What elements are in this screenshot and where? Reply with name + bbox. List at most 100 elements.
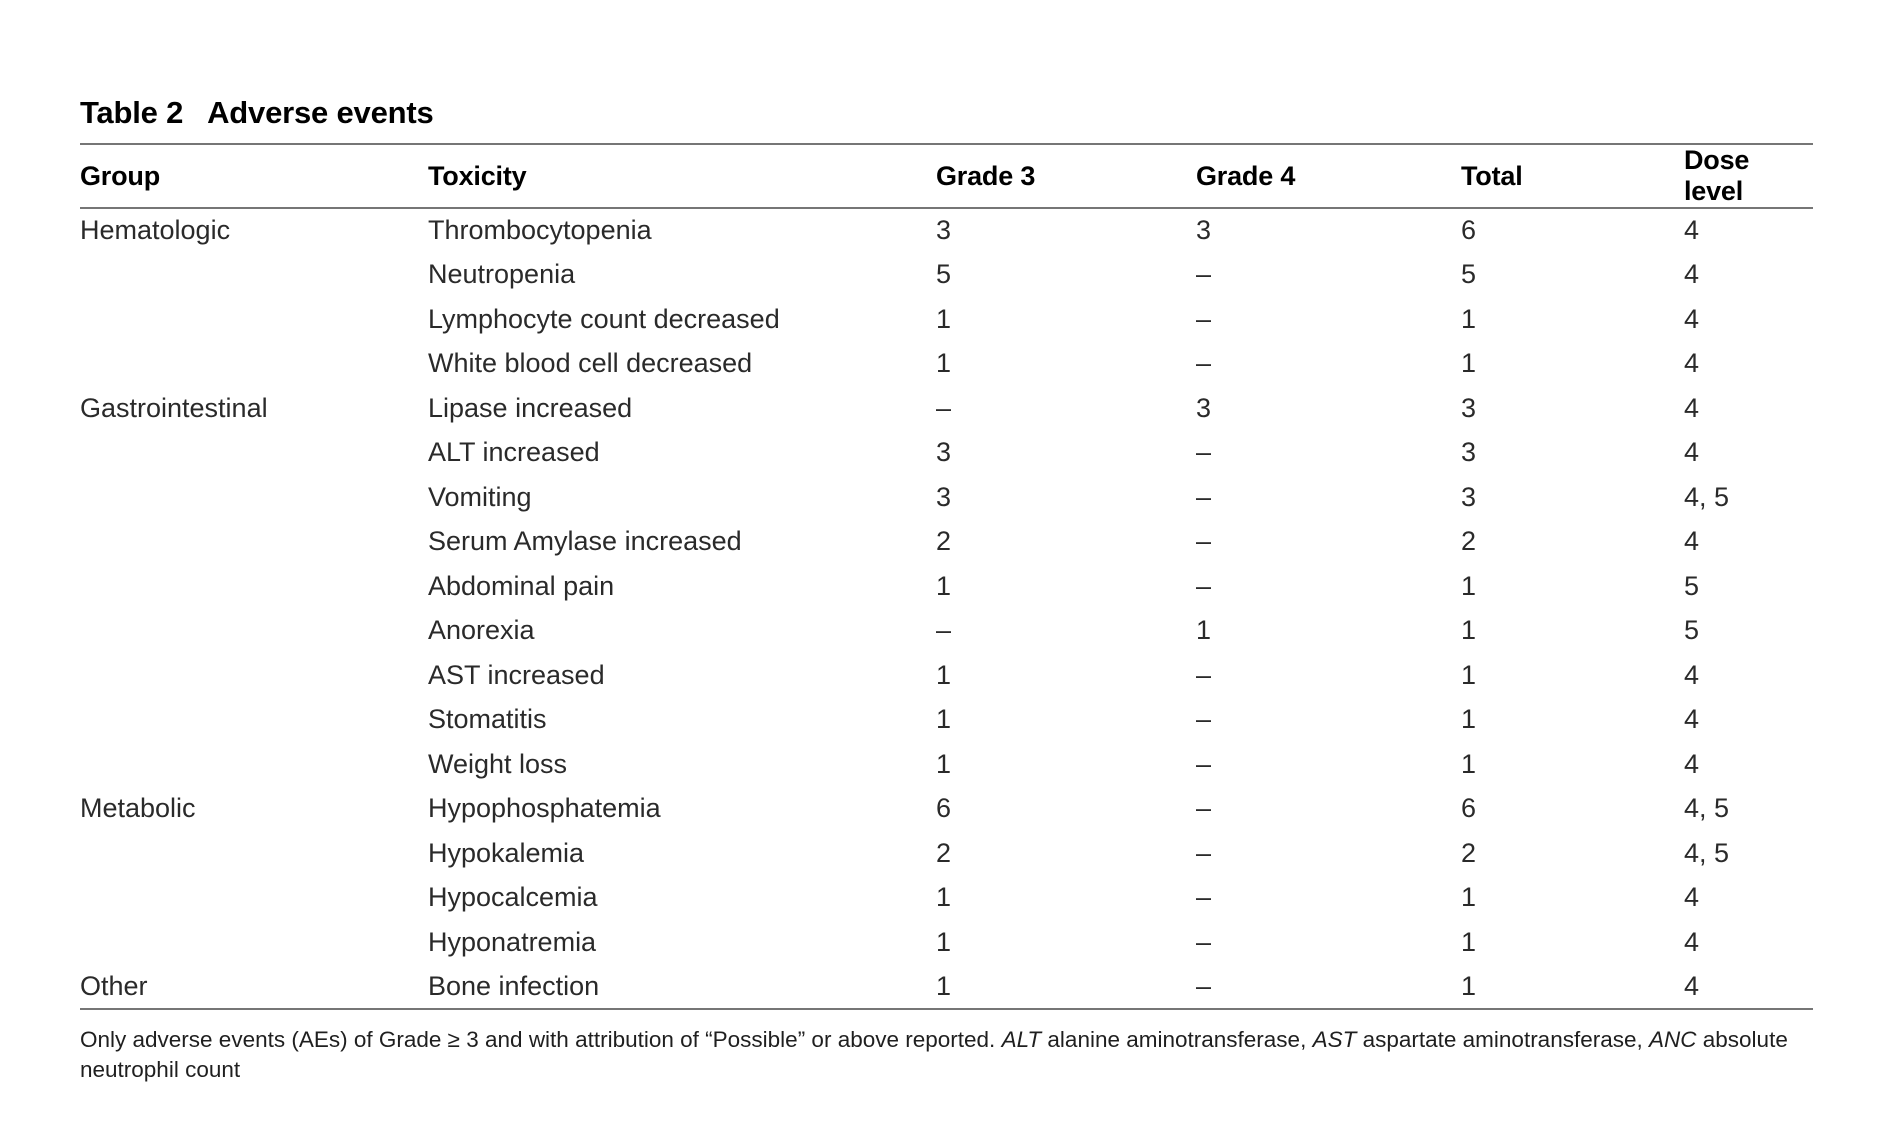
cell-group [80,831,428,876]
cell-grade4: – [1196,570,1212,601]
cell-toxicity: Serum Amylase increased [428,526,742,557]
cell-group [80,342,428,387]
cell-total: 1 [1461,882,1477,913]
paper-page: Table 2 Adverse events Group Toxicity Grade… [80,96,1813,1082]
cell-group [80,431,428,476]
cell-grade4: 3 [1196,215,1212,246]
cell-dose_level: 4 [1684,392,1700,423]
table-row: Other Bone infection 1 – 1 4 [80,965,1813,1010]
cell-toxicity: Anorexia [428,615,535,646]
cell-grade4: – [1196,659,1212,690]
cell-group [80,475,428,520]
cell-total: 6 [1461,793,1477,824]
table-row: Serum Amylase increased 2 – 2 4 [80,520,1813,565]
table-row: Neutropenia 5 – 5 4 [80,253,1813,298]
cell-toxicity: Abdominal pain [428,570,615,601]
cell-dose_level: 4 [1684,882,1700,913]
table-row: Hypocalcemia 1 – 1 4 [80,876,1813,921]
cell-grade4: – [1196,481,1212,512]
table-row: Anorexia – 1 1 5 [80,609,1813,654]
cell-total: 5 [1461,259,1477,290]
cell-grade3: 1 [936,970,952,1001]
table-row: Hematologic Thrombocytopenia 3 3 6 4 [80,208,1813,253]
cell-dose_level: 4, 5 [1684,793,1730,824]
table-row: Hyponatremia 1 – 1 4 [80,920,1813,965]
cell-dose_level: 4 [1684,926,1700,957]
cell-grade4: – [1196,526,1212,557]
cell-group [80,297,428,342]
column-header-group: Group [80,160,160,191]
cell-toxicity: Lymphocyte count decreased [428,303,780,334]
cell-total: 1 [1461,615,1477,646]
table-row: Lymphocyte count decreased 1 – 1 4 [80,297,1813,342]
cell-total: 2 [1461,837,1477,868]
cell-toxicity: Hypocalcemia [428,882,598,913]
cell-dose_level: 4 [1684,526,1700,557]
cell-grade3: 6 [936,793,952,824]
cell-dose_level: 4, 5 [1684,837,1730,868]
cell-grade4: – [1196,882,1212,913]
cell-grade3: 1 [936,303,952,334]
cell-group [80,253,428,298]
table-number: Table 2 [80,95,184,130]
cell-toxicity: Hypokalemia [428,837,585,868]
cell-grade4: – [1196,926,1212,957]
cell-group [80,520,428,565]
adverse-events-table: Group Toxicity Grade 3 Grade 4 Total Dose lev… [80,143,1813,1010]
cell-toxicity: Hyponatremia [428,926,597,957]
table-row: AST increased 1 – 1 4 [80,653,1813,698]
cell-dose_level: 4 [1684,659,1700,690]
table-row: ALT increased 3 – 3 4 [80,431,1813,476]
cell-total: 1 [1461,926,1477,957]
cell-group [80,653,428,698]
cell-toxicity: Lipase increased [428,392,633,423]
cell-total: 1 [1461,348,1477,379]
cell-group [80,609,428,654]
cell-dose_level: 5 [1684,570,1700,601]
cell-total: 1 [1461,570,1477,601]
footnote-abbreviation: ALT [1001,1027,1042,1052]
footnote-text-segment: absolute neutrophil count [80,1027,1788,1082]
cell-grade3: 1 [936,659,952,690]
table-caption: Table 2 Adverse events [80,96,1813,130]
cell-dose_level: 4 [1684,303,1700,334]
cell-total: 1 [1461,303,1477,334]
table-row: Hypokalemia 2 – 2 4, 5 [80,831,1813,876]
cell-dose_level: 4 [1684,704,1700,735]
cell-grade4: – [1196,303,1212,334]
cell-grade3: – [936,615,952,646]
cell-toxicity: White blood cell decreased [428,348,753,379]
cell-grade3: 1 [936,704,952,735]
cell-group [80,920,428,965]
cell-total: 3 [1461,392,1477,423]
cell-toxicity: Weight loss [428,748,568,779]
cell-grade3: 1 [936,882,952,913]
cell-toxicity: ALT increased [428,437,600,468]
cell-grade4: – [1196,748,1212,779]
cell-grade3: 2 [936,837,952,868]
cell-total: 3 [1461,437,1477,468]
cell-grade3: 3 [936,437,952,468]
cell-group [80,698,428,743]
table-row: Stomatitis 1 – 1 4 [80,698,1813,743]
table-row: Abdominal pain 1 – 1 5 [80,564,1813,609]
cell-grade3: 1 [936,748,952,779]
cell-grade3: 1 [936,348,952,379]
footnote-text-segment: aspartate aminotransferase, [1356,1027,1649,1052]
column-header-grade4: Grade 4 [1196,160,1296,191]
cell-dose_level: 4 [1684,215,1700,246]
cell-grade3: 5 [936,259,952,290]
footnote-text-segment: alanine aminotransferase, [1041,1027,1313,1052]
cell-grade4: – [1196,348,1212,379]
table-row: White blood cell decreased 1 – 1 4 [80,342,1813,387]
cell-grade4: – [1196,437,1212,468]
cell-toxicity: Vomiting [428,481,532,512]
cell-toxicity: Bone infection [428,970,600,1001]
cell-grade4: – [1196,704,1212,735]
cell-total: 6 [1461,215,1477,246]
cell-grade4: 3 [1196,392,1212,423]
cell-grade3: 3 [936,215,952,246]
cell-toxicity: AST increased [428,659,605,690]
cell-total: 1 [1461,748,1477,779]
cell-dose_level: 4 [1684,748,1700,779]
